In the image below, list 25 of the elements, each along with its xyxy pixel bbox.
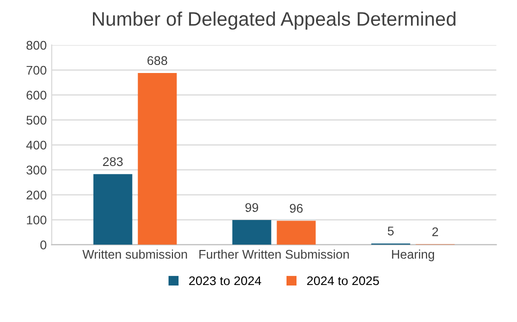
y-tick-label: 100 bbox=[26, 216, 46, 224]
legend-label: 2023 to 2024 bbox=[189, 276, 262, 286]
data-label: 99 bbox=[245, 203, 258, 212]
y-tick-label: 300 bbox=[26, 166, 46, 175]
bar bbox=[232, 220, 272, 245]
data-label: 283 bbox=[103, 157, 123, 166]
chart-title: Number of Delegated Appeals Determined bbox=[92, 12, 456, 30]
x-tick-label: Hearing bbox=[392, 250, 434, 262]
legend-label: 2024 to 2025 bbox=[307, 276, 379, 286]
y-tick-label: 500 bbox=[26, 116, 46, 125]
y-tick-label: 700 bbox=[26, 66, 46, 75]
bar bbox=[93, 174, 132, 245]
data-label: 2 bbox=[432, 227, 438, 236]
bar bbox=[276, 220, 316, 245]
data-label: 688 bbox=[148, 56, 168, 66]
y-tick-label: 800 bbox=[26, 40, 46, 50]
data-label: 5 bbox=[388, 226, 394, 236]
y-tick-label: 600 bbox=[26, 90, 46, 100]
data-label: 96 bbox=[290, 204, 303, 213]
y-tick-label: 400 bbox=[26, 140, 46, 150]
x-tick-label: Written submission bbox=[82, 250, 187, 259]
x-tick-label: Further Written Submission bbox=[199, 250, 349, 259]
bar bbox=[138, 73, 177, 245]
y-tick-label: 200 bbox=[26, 190, 46, 200]
y-tick-label: 0 bbox=[40, 240, 46, 250]
